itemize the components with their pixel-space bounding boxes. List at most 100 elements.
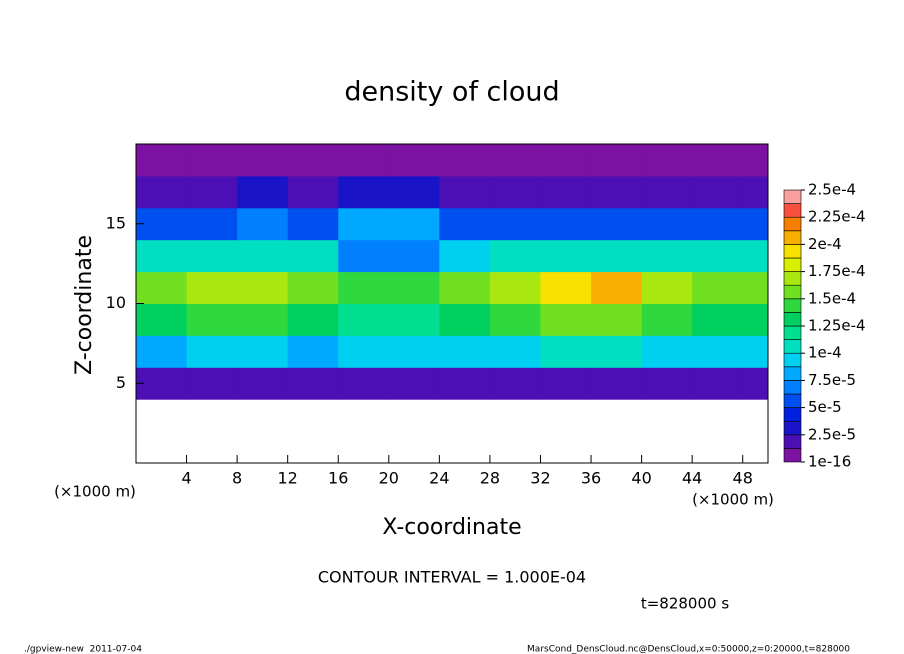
cell: [742, 367, 769, 400]
colorbar-box: [783, 366, 802, 381]
cell: [237, 175, 289, 209]
cell: [388, 207, 440, 241]
colorbar-box: [783, 216, 802, 232]
cell: [641, 207, 693, 241]
colorbar-box: [783, 203, 802, 218]
cell: [742, 335, 769, 368]
colorbar-label: 1.25e-4: [808, 317, 866, 335]
colorbar-label: 2e-4: [808, 235, 842, 253]
cell: [489, 367, 541, 400]
cell: [388, 175, 440, 209]
cell: [489, 207, 541, 241]
cell: [742, 271, 769, 304]
colorbar-box: [783, 448, 802, 463]
x-tick-label: 44: [682, 469, 702, 488]
cell: [136, 303, 188, 336]
cell: [136, 207, 188, 241]
cell: [692, 367, 744, 400]
cell: [237, 239, 289, 273]
cell: [540, 144, 592, 177]
colorbar-box: [783, 380, 802, 395]
cell: [136, 367, 188, 400]
cell: [136, 335, 188, 368]
cell: [287, 271, 339, 304]
colorbar-label: 5e-5: [808, 398, 842, 416]
cell: [540, 239, 592, 273]
cell: [388, 303, 440, 336]
cell: [742, 175, 769, 209]
colorbar-label: 2.25e-4: [808, 208, 866, 226]
cell: [287, 207, 339, 241]
cell: [388, 271, 440, 304]
cell: [186, 303, 238, 336]
x-tick-label: 8: [232, 469, 242, 488]
cell: [287, 335, 339, 368]
colorbar-label: 1.5e-4: [808, 289, 856, 307]
colorbar-box: [783, 230, 802, 245]
cell: [489, 271, 541, 304]
cell: [540, 367, 592, 400]
cell: [388, 144, 440, 177]
cell: [338, 335, 390, 368]
cell: [439, 175, 491, 209]
x-tick-label: 48: [733, 469, 753, 488]
cell: [742, 144, 769, 177]
cell: [439, 335, 491, 368]
x-tick-label: 24: [429, 469, 449, 488]
annotation: t=828000 s: [641, 595, 729, 613]
cell: [287, 175, 339, 209]
cell: [641, 303, 693, 336]
cell: [489, 303, 541, 336]
cell: [338, 207, 390, 241]
cell: [742, 303, 769, 336]
colorbar-box: [783, 312, 802, 327]
cell: [287, 303, 339, 336]
cell: [489, 175, 541, 209]
cell: [540, 303, 592, 336]
cell: [237, 144, 289, 177]
cell: [692, 207, 744, 241]
cell: [591, 144, 643, 177]
cell: [439, 367, 491, 400]
cell: [439, 144, 491, 177]
cell: [591, 175, 643, 209]
x-unit: (×1000 m): [692, 491, 774, 509]
x-tick-label: 4: [181, 469, 191, 488]
cell: [641, 144, 693, 177]
cell: [489, 239, 541, 273]
x-tick-label: 16: [328, 469, 348, 488]
cell: [641, 239, 693, 273]
annotation: CONTOUR INTERVAL = 1.000E-04: [318, 568, 586, 587]
cell: [591, 207, 643, 241]
cell: [439, 303, 491, 336]
footer: MarsCond_DensCloud.nc@DensCloud,x=0:5000…: [527, 645, 850, 654]
cell: [591, 335, 643, 368]
x-tick-label: 12: [278, 469, 298, 488]
colorbar-box: [783, 352, 802, 368]
cell: [338, 271, 390, 304]
colorbar-box: [783, 393, 802, 408]
cell: [489, 335, 541, 368]
cell: [186, 367, 238, 400]
cell: [186, 335, 238, 368]
cell: [540, 175, 592, 209]
colorbar-box: [783, 257, 802, 272]
colorbar-box: [783, 420, 802, 436]
colorbar-label: 1e-16: [808, 453, 851, 471]
cell: [692, 335, 744, 368]
y-tick-label: 10: [106, 293, 126, 312]
colorbar-label: 2.5e-4: [808, 181, 856, 199]
cell: [237, 271, 289, 304]
cell: [287, 239, 339, 273]
cell: [540, 335, 592, 368]
colorbar-label: 1e-4: [808, 344, 842, 362]
cell: [692, 303, 744, 336]
cell: [237, 367, 289, 400]
cell: [540, 207, 592, 241]
colorbar-box: [783, 434, 802, 449]
cell: [439, 207, 491, 241]
x-unit: (×1000 m): [54, 483, 136, 501]
colorbar-box: [783, 325, 802, 340]
y-tick-label: 5: [116, 373, 126, 392]
